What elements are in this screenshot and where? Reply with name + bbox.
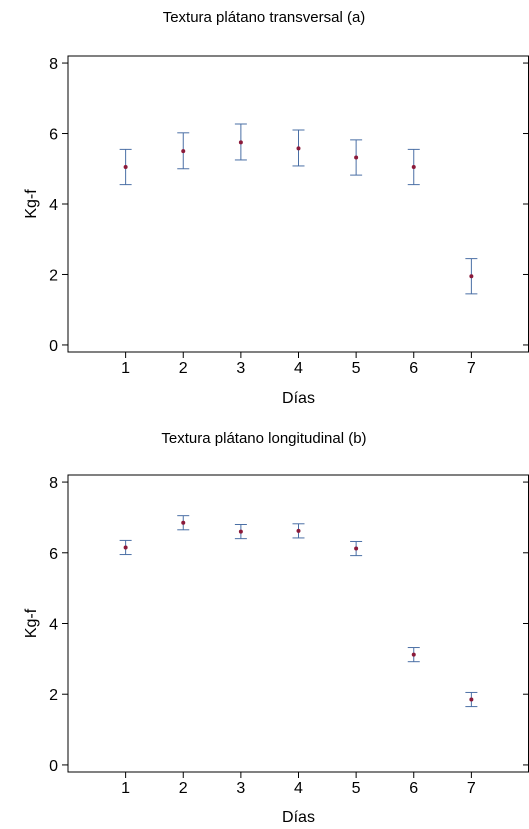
y-tick-label: 2 (49, 267, 58, 284)
chart-title: Textura plátano longitudinal (b) (161, 430, 366, 447)
data-point (123, 165, 128, 169)
data-point (354, 155, 359, 160)
y-tick-label: 6 (49, 127, 58, 144)
y-axis-label: Kg-f (23, 189, 40, 219)
plot-frame (67, 474, 529, 773)
y-axis-label: Kg-f (23, 608, 40, 638)
chart-panel: Textura plátano transversal (a) 0 2 4 6 8 1 2 3 4… (23, 9, 529, 407)
x-tick-label: 4 (294, 780, 303, 797)
data-point (469, 697, 474, 702)
data-point (238, 140, 243, 145)
y-tick-label: 8 (49, 475, 58, 492)
x-tick-label: 5 (352, 780, 361, 797)
x-tick-label: 3 (236, 780, 245, 797)
x-tick-label: 2 (179, 780, 188, 797)
data-point (296, 146, 301, 151)
data-point (354, 546, 359, 551)
data-point (123, 545, 128, 550)
plot-frame (67, 55, 529, 353)
y-tick-label: 6 (49, 546, 58, 563)
y-tick-label: 0 (49, 758, 58, 775)
y-tick-label: 8 (49, 56, 58, 73)
x-tick-label: 7 (467, 780, 476, 797)
chart-panel: Textura plátano longitudinal (b) 0 2 4 6 8 1 2 3… (23, 430, 529, 826)
x-tick-label: 4 (294, 360, 303, 377)
data-point (181, 149, 186, 154)
x-tick-label: 6 (409, 780, 418, 797)
x-axis-label: Días (282, 390, 315, 407)
x-tick-label: 1 (121, 780, 130, 797)
data-point (469, 274, 474, 279)
data-point (411, 652, 416, 657)
x-tick-label: 7 (467, 360, 476, 377)
y-tick-label: 4 (49, 197, 58, 214)
data-point (411, 165, 416, 169)
y-tick-label: 2 (49, 687, 58, 704)
data-point (296, 528, 301, 533)
y-tick-label: 4 (49, 617, 58, 634)
x-tick-label: 6 (409, 360, 418, 377)
x-tick-label: 1 (121, 360, 130, 377)
chart-title: Textura plátano transversal (a) (163, 9, 366, 26)
y-tick-label: 0 (49, 338, 58, 355)
x-axis-label: Días (282, 809, 315, 826)
data-point (238, 529, 243, 534)
x-tick-label: 3 (236, 360, 245, 377)
x-tick-label: 5 (352, 360, 361, 377)
data-point (181, 520, 186, 525)
x-tick-label: 2 (179, 360, 188, 377)
